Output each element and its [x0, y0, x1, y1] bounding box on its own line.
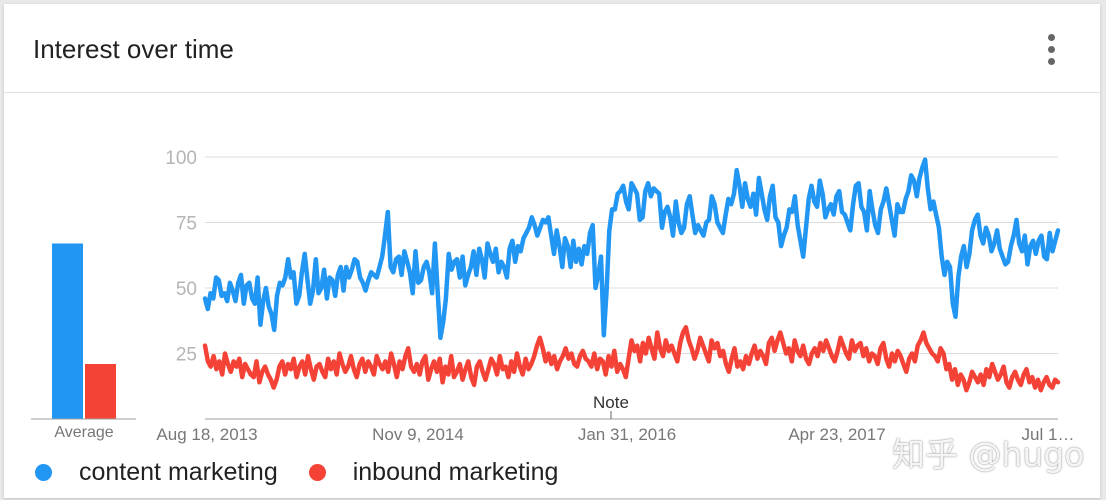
watermark: 知乎 @hugo [892, 435, 1085, 474]
card-header: Interest over time [4, 4, 1100, 93]
x-tick-label: Jul 1… [1022, 425, 1075, 444]
card-title: Interest over time [33, 34, 234, 64]
more-vert-icon[interactable] [1042, 32, 1062, 68]
note-annotation: Note [593, 393, 629, 412]
legend-item-inbound-marketing[interactable]: inbound marketing [304, 457, 559, 487]
x-tick-label: Jan 31, 2016 [578, 425, 676, 444]
legend-dot-inbound-marketing [308, 463, 326, 481]
menu-dot [1048, 58, 1055, 65]
legend-item-content-marketing[interactable]: content marketing [30, 458, 278, 487]
menu-dot [1048, 34, 1055, 41]
legend-label: content marketing [79, 457, 278, 486]
average-bar-content-marketing [52, 243, 83, 419]
series-line-inbound-marketing [202, 325, 1061, 393]
y-tick-label: 50 [176, 279, 197, 300]
series-line-content-marketing [202, 157, 1061, 341]
x-tick-label: Apr 23, 2017 [788, 425, 885, 444]
legend-label: inbound marketing [352, 457, 559, 486]
x-tick-label: Nov 9, 2014 [372, 425, 464, 444]
y-tick-label: 25 [176, 345, 197, 366]
legend-dot-content-marketing [35, 463, 52, 481]
y-tick-label: 100 [165, 148, 197, 169]
chart-legend: content marketing inbound marketing [30, 456, 584, 488]
menu-dot [1048, 46, 1055, 53]
average-label: Average [54, 424, 113, 441]
x-tick-label: Aug 18, 2013 [156, 425, 257, 444]
average-bar-inbound-marketing [85, 363, 116, 419]
y-tick-label: 75 [176, 214, 197, 235]
